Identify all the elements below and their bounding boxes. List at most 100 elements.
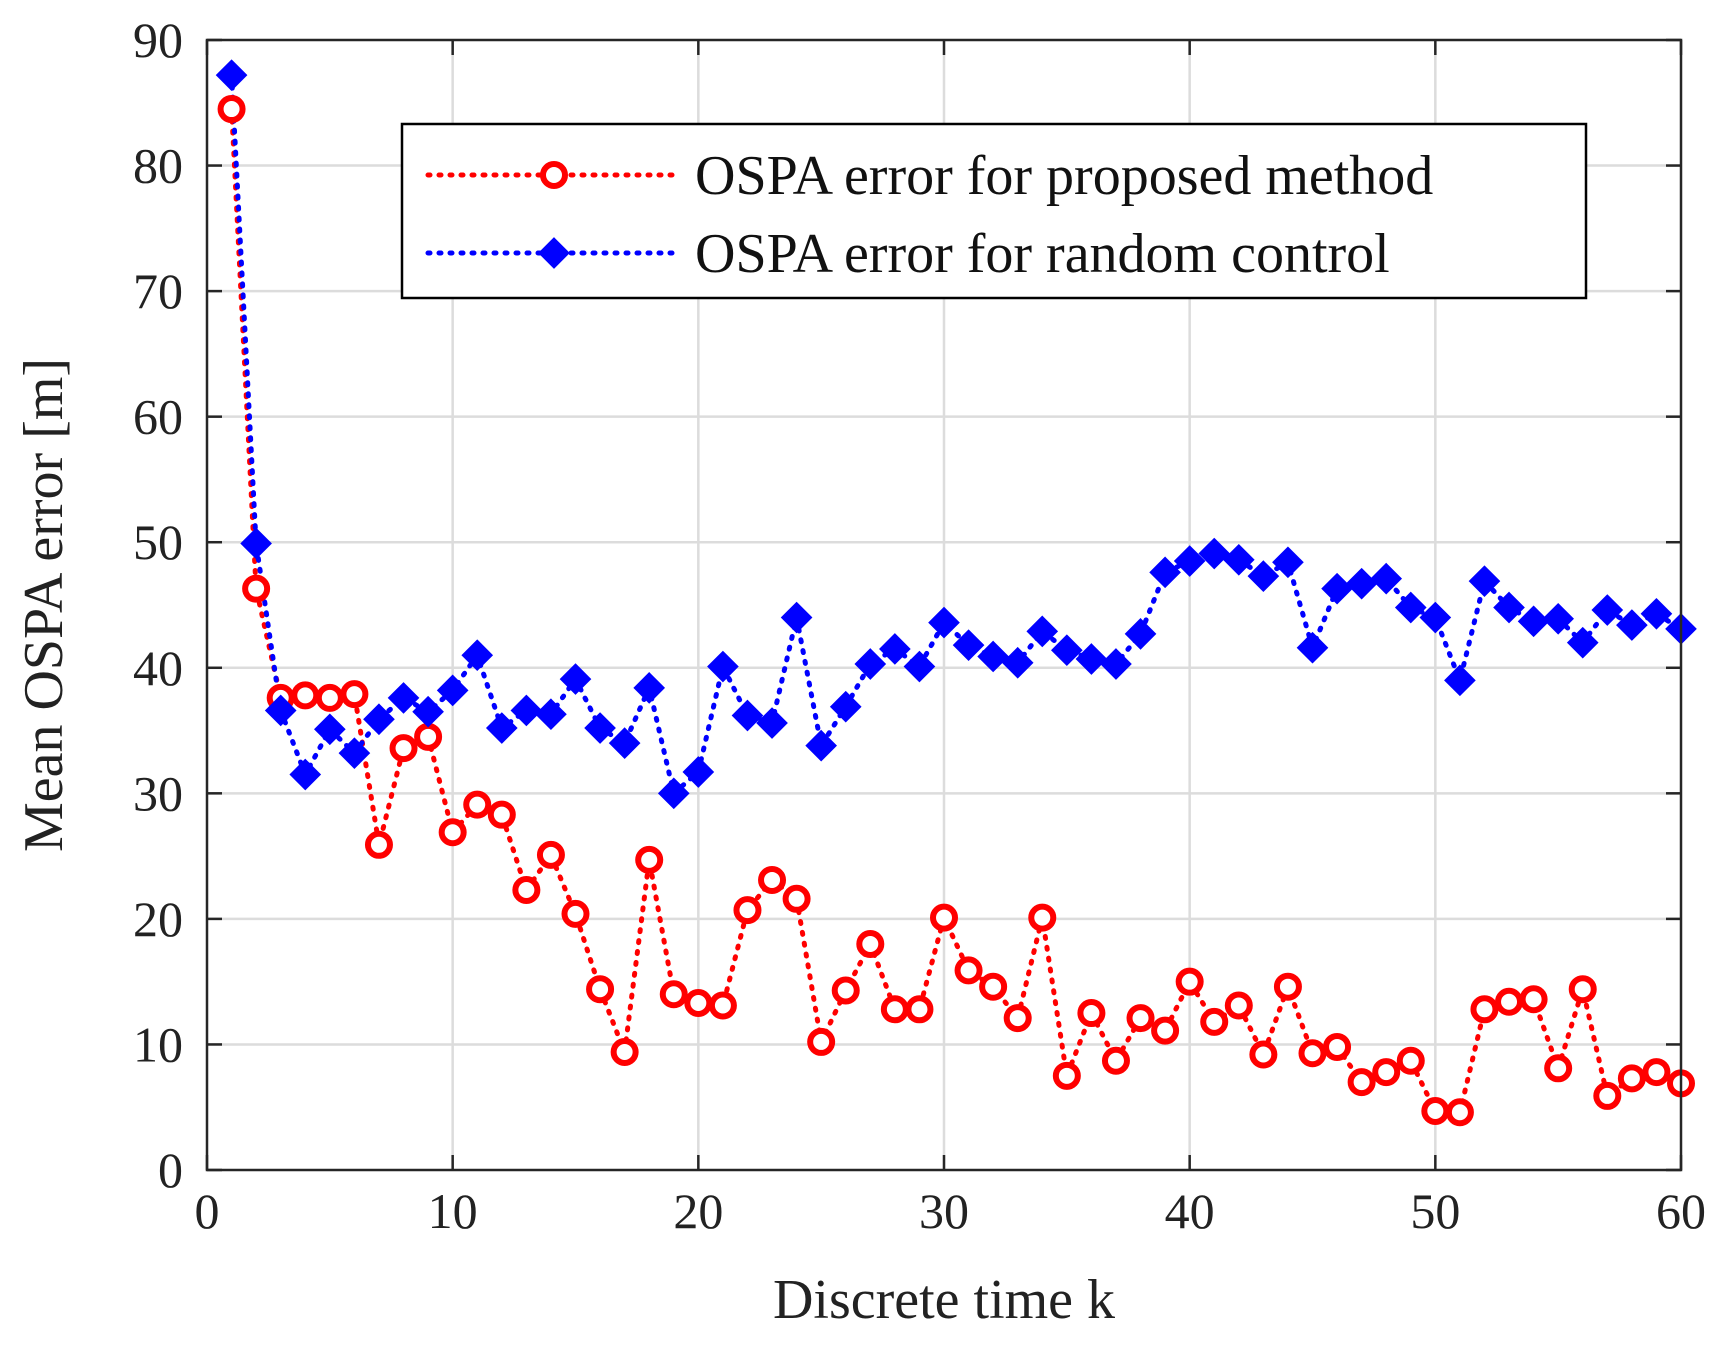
- data-point-series-0: [1519, 985, 1548, 1014]
- data-point-series-0: [1249, 1040, 1278, 1069]
- data-point-series-0: [1445, 1098, 1474, 1127]
- data-point-series-0: [954, 956, 983, 985]
- data-point-series-1: [510, 694, 543, 727]
- data-point-series-0: [782, 884, 811, 913]
- data-point-series-0: [315, 683, 344, 712]
- data-point-series-1: [1173, 545, 1206, 577]
- data-point-series-1: [1026, 615, 1059, 648]
- data-point-series-0: [1347, 1068, 1376, 1097]
- data-point-series-1: [756, 707, 788, 739]
- data-point-series-1: [731, 699, 764, 732]
- y-tick-label: 70: [133, 263, 183, 319]
- data-point-series-0: [1495, 987, 1524, 1016]
- y-tick-label: 0: [158, 1142, 183, 1198]
- data-point-series-0: [1052, 1061, 1081, 1090]
- data-point-series-0: [610, 1037, 639, 1066]
- x-tick-label: 10: [428, 1183, 478, 1239]
- data-point-series-0: [1003, 1004, 1032, 1033]
- data-point-series-0: [708, 991, 737, 1020]
- data-point-series-1: [1444, 664, 1476, 697]
- y-tick-label: 40: [133, 640, 183, 696]
- data-point-series-0: [1421, 1096, 1450, 1125]
- legend-entry-random-control: OSPA error for random control: [425, 223, 1390, 285]
- data-point-series-1: [1247, 560, 1280, 592]
- data-point-series-0: [684, 989, 713, 1018]
- data-point-series-0: [242, 574, 271, 603]
- x-axis-label: Discrete time k: [773, 1269, 1115, 1331]
- data-point-series-0: [905, 995, 934, 1024]
- data-point-series-1: [608, 727, 641, 759]
- data-point-series-1: [1616, 609, 1648, 641]
- data-point-series-0: [1544, 1054, 1573, 1083]
- x-tick-label: 0: [195, 1183, 220, 1239]
- data-point-series-0: [1372, 1058, 1401, 1087]
- data-point-series-0: [1323, 1032, 1352, 1061]
- data-point-series-1: [338, 737, 371, 769]
- legend-entry-proposed-method: OSPA error for proposed method: [425, 145, 1433, 207]
- data-point-series-0: [512, 876, 541, 905]
- data-point-series-1: [387, 682, 420, 714]
- data-point-series-0: [487, 800, 516, 829]
- data-point-series-0: [586, 975, 615, 1004]
- data-point-series-0: [930, 903, 958, 932]
- data-point-series-1: [1296, 631, 1329, 664]
- y-tick-label: 30: [133, 765, 183, 821]
- data-point-series-1: [903, 650, 936, 683]
- y-tick-label: 20: [133, 891, 183, 947]
- legend-box: [400, 122, 1588, 300]
- data-point-series-0: [831, 976, 860, 1005]
- data-point-series-0: [291, 681, 320, 710]
- data-point-series-1: [1370, 562, 1403, 595]
- x-tick-label: 40: [1165, 1183, 1215, 1239]
- data-point-series-1: [1345, 567, 1378, 600]
- data-point-series-1: [928, 606, 960, 639]
- legend-marker-random-control: [538, 237, 570, 269]
- data-point-series-1: [559, 663, 592, 695]
- data-point-series-1: [461, 639, 494, 672]
- legend-label-proposed-method: OSPA error for proposed method: [695, 145, 1433, 207]
- data-point-series-1: [436, 674, 469, 707]
- data-point-series-0: [1273, 972, 1302, 1001]
- data-point-series-1: [1100, 648, 1132, 680]
- data-point-series-1: [1542, 602, 1574, 635]
- data-point-series-0: [880, 995, 909, 1024]
- data-point-series-1: [977, 640, 1009, 673]
- data-point-series-0: [1077, 999, 1106, 1028]
- x-tick-label: 20: [673, 1183, 723, 1239]
- data-point-series-1: [1124, 618, 1157, 650]
- data-point-series-0: [1470, 995, 1499, 1024]
- data-point-series-1: [1493, 591, 1525, 624]
- data-point-series-0: [1028, 903, 1057, 932]
- data-point-series-0: [1568, 975, 1597, 1004]
- x-tick-label: 30: [919, 1183, 969, 1239]
- data-point-series-1: [1468, 565, 1501, 597]
- data-point-series-0: [659, 980, 688, 1009]
- y-axis-label: Mean OSPA error [m]: [13, 358, 75, 852]
- data-point-series-1: [1001, 646, 1034, 679]
- data-point-series-0: [1298, 1039, 1327, 1068]
- data-point-series-0: [536, 840, 565, 869]
- data-point-series-1: [1640, 597, 1673, 630]
- data-point-series-0: [389, 734, 418, 763]
- data-point-series-1: [1149, 556, 1181, 589]
- data-point-series-0: [438, 818, 467, 847]
- legend-marker-shape: [538, 237, 570, 269]
- data-point-series-1: [707, 650, 739, 683]
- data-point-series-1: [657, 777, 690, 810]
- data-point-series-1: [829, 690, 862, 723]
- data-point-series-0: [1224, 991, 1253, 1020]
- data-point-series-0: [414, 722, 443, 751]
- data-point-series-1: [1591, 594, 1624, 626]
- data-point-series-0: [635, 845, 664, 874]
- data-point-series-1: [363, 703, 395, 736]
- data-point-series-0: [561, 899, 590, 928]
- data-point-series-1: [1051, 634, 1083, 667]
- legend: OSPA error for proposed method OSPA erro…: [400, 122, 1588, 300]
- data-point-series-1: [879, 633, 911, 665]
- data-point-series-1: [1321, 572, 1353, 605]
- data-point-series-0: [758, 865, 787, 894]
- x-tick-label: 50: [1410, 1183, 1460, 1239]
- tick-labels: 0 10 20 30 40 50 60 0 10 20 30 40 50 60 70 80 90: [133, 12, 1706, 1239]
- data-point-series-1: [1222, 543, 1255, 576]
